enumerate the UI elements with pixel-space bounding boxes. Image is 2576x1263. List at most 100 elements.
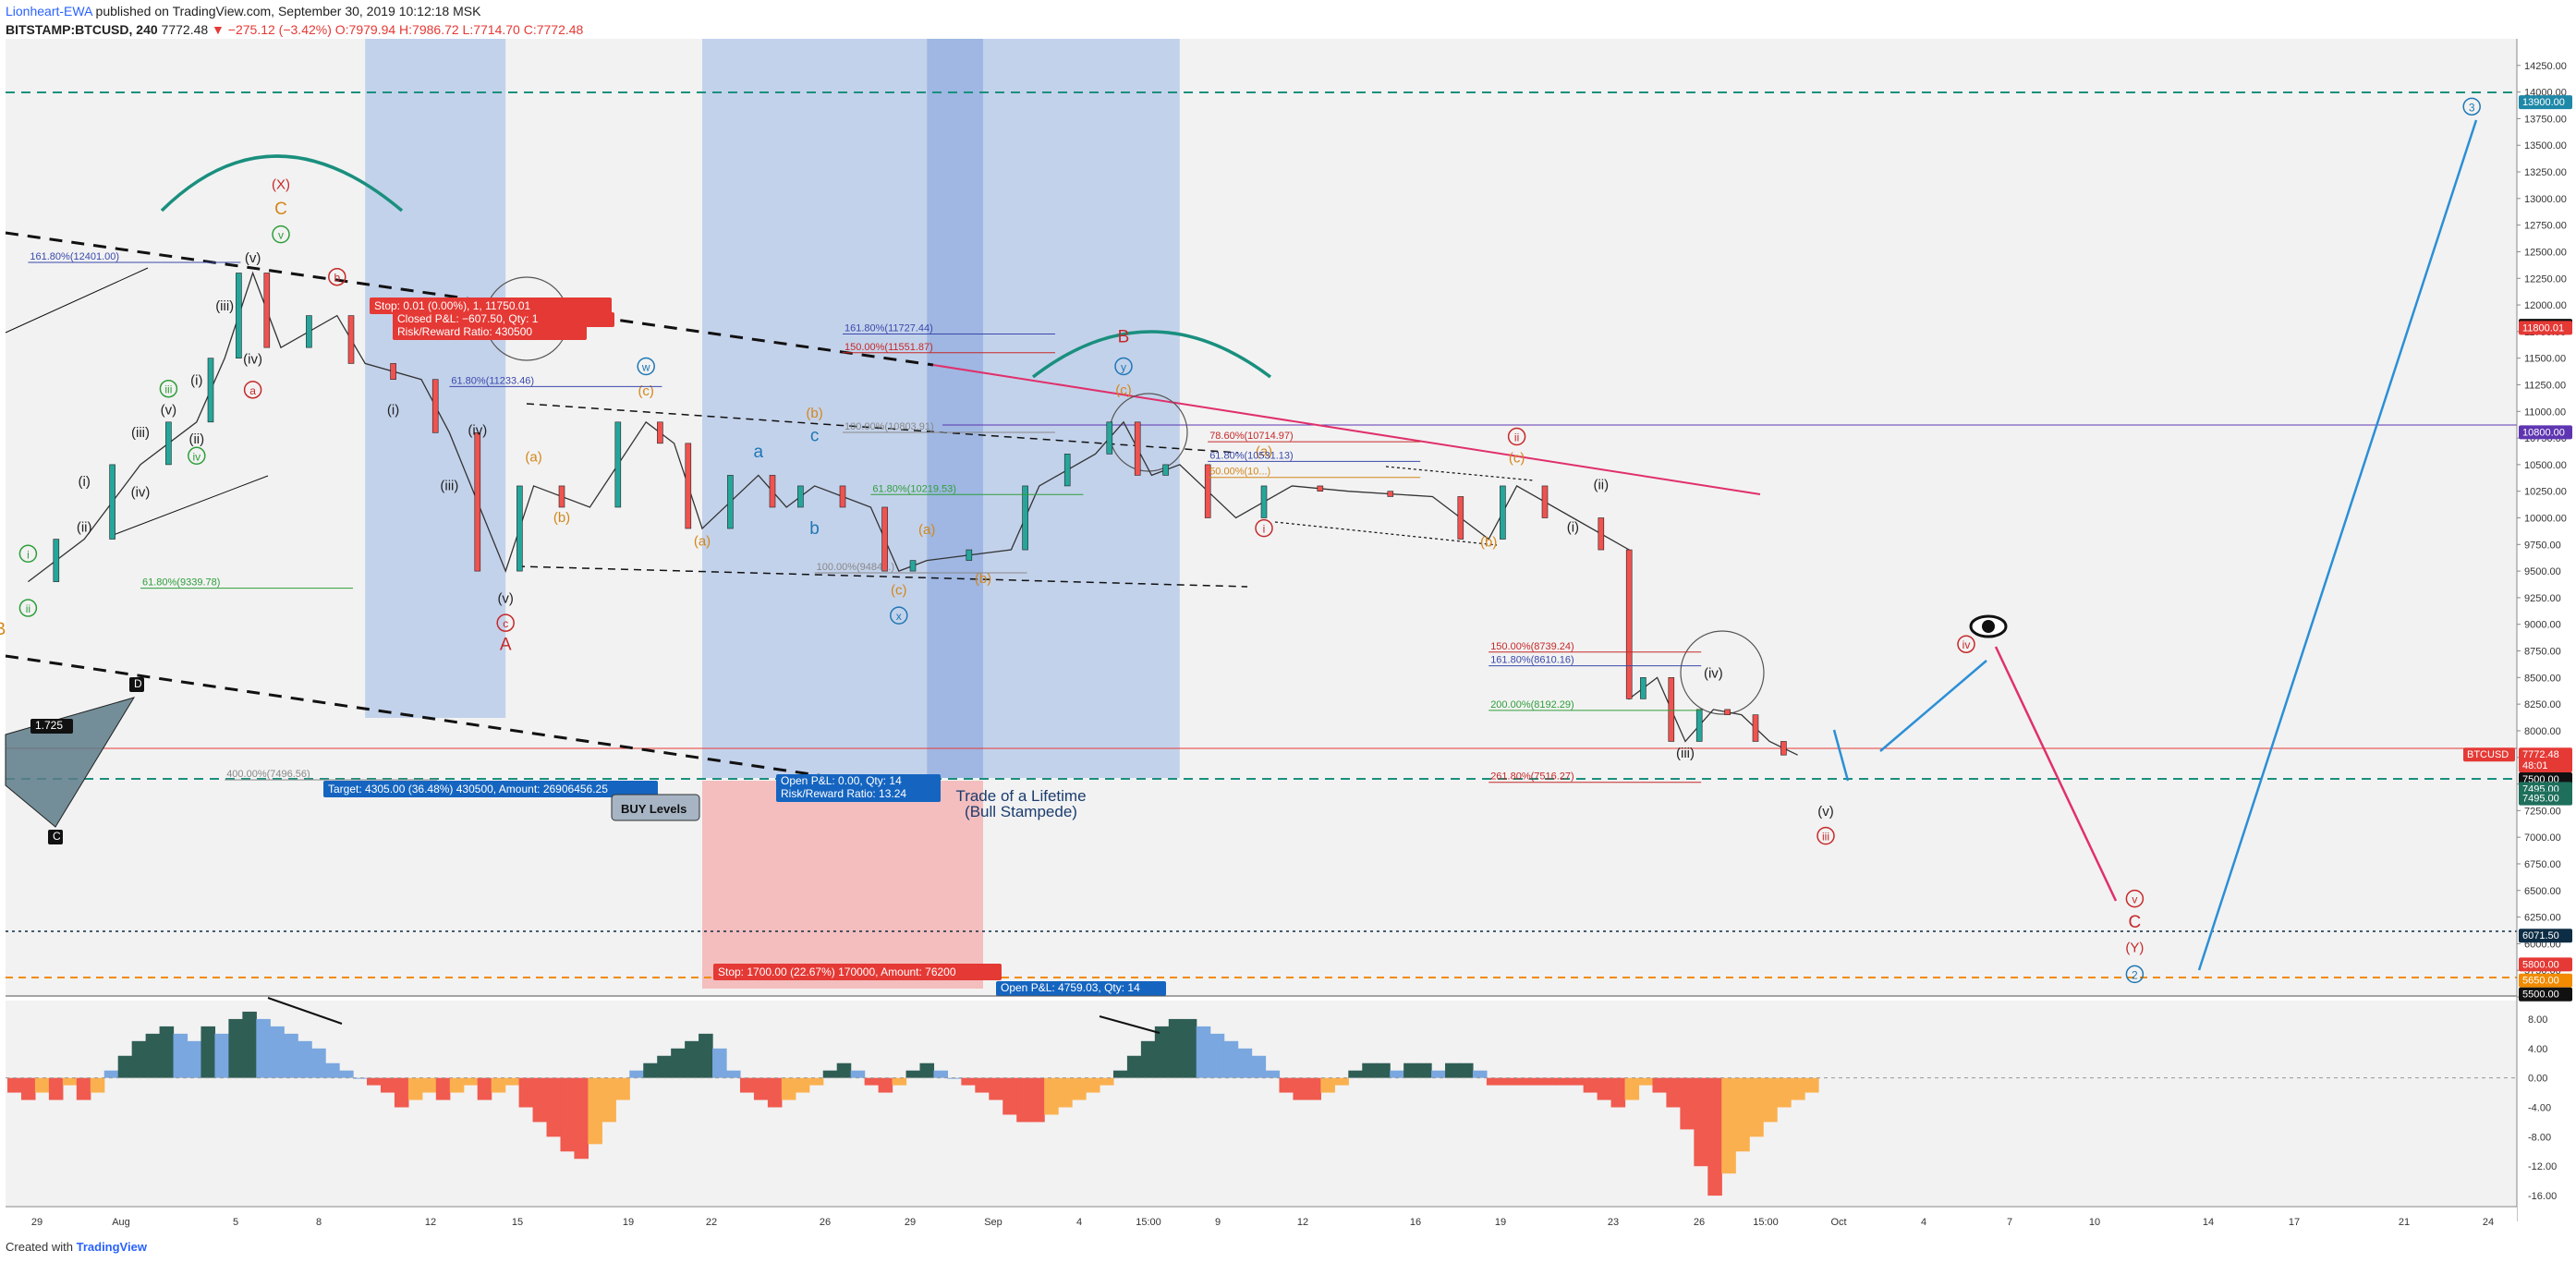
buy-zone-main [702,39,928,778]
svg-text:w: w [641,360,650,373]
macd-tick-label: -12.00 [2528,1161,2557,1172]
channel-bottom[interactable] [516,565,1248,588]
wave-label: c [496,613,515,632]
svg-text:(v): (v) [1817,804,1834,820]
footer: Created with TradingView [6,1240,147,1254]
point-c[interactable]: C [53,830,61,843]
open-pl-mid-tag[interactable]: Open P&L: 0.00, Qty: 14 [781,774,902,787]
target-tag[interactable]: Target: 4305.00 (36.48%) 430500, Amount:… [328,783,608,795]
macd-bar [173,1033,188,1078]
macd-bar [808,1077,824,1086]
y-tick-label: 7000.00 [2524,832,2561,844]
macd-bar [892,1077,907,1086]
open-value: O:7979.94 [334,22,396,37]
closed-pl-tag[interactable]: Closed P&L: −607.50, Qty: 1 [397,312,539,325]
candle [236,273,242,358]
published-text: published on TradingView.com, September … [95,4,481,18]
flat-top[interactable] [1385,466,1535,481]
rr-top-tag[interactable]: Risk/Reward Ratio: 430500 [397,325,532,338]
price-series [28,271,1798,756]
macd-bar [1334,1077,1349,1086]
macd-bar [187,1040,202,1078]
macd-bar [1431,1070,1446,1078]
candle [769,475,776,508]
stop-bottom-tag[interactable]: Stop: 1700.00 (22.67%) 170000, Amount: 7… [718,965,956,978]
macd-bar [919,1063,935,1078]
symbol-label[interactable]: BITSTAMP:BTCUSD, 240 [6,22,158,37]
fib-label: 400.00%(7496.56) [226,769,310,780]
y-tick-label: 6750.00 [2524,859,2561,870]
svg-text:(v): (v) [497,591,514,607]
x-tick-label: 15 [512,1217,523,1228]
y-tick-label: 6250.00 [2524,913,2561,924]
x-tick-label: 14 [2203,1217,2214,1228]
lower-trend-line[interactable] [5,654,888,787]
macd-bar [1044,1077,1059,1115]
macd-tick-label: 8.00 [2528,1014,2547,1026]
macd-bar [1472,1070,1488,1078]
macd-bar [1486,1077,1501,1086]
macd-tick-label: 0.00 [2528,1074,2547,1085]
y-tick-label: 11000.00 [2524,407,2566,418]
macd-bar [1777,1077,1792,1108]
x-tick-label: 5 [233,1217,238,1228]
macd-bar [1209,1033,1225,1078]
macd-bar [1251,1055,1267,1078]
candle [390,363,396,381]
y-tick-label: 12500.00 [2524,247,2567,258]
b-wave-resistance[interactable] [932,364,1761,495]
candle [1162,464,1169,476]
fib-label: 100.00%(10803.91) [844,421,934,432]
macd-bar [228,1018,243,1078]
macd-bar [532,1077,548,1123]
x-tick-label: 26 [1694,1217,1705,1228]
macd-bar [353,1077,368,1079]
flat-bottom[interactable] [1274,521,1498,546]
wave-label: (a) [694,533,711,549]
channel-top[interactable] [526,403,1239,454]
fib-label: 50.00%(10...) [1209,467,1270,478]
macd-bar [435,1077,451,1100]
macd-bar [1390,1070,1404,1078]
wave-label: (b) [553,510,570,526]
svg-text:C: C [274,200,287,219]
x-tick-label: 9 [1215,1217,1221,1228]
open-pl-bottom-tag[interactable]: Open P&L: 4759.03, Qty: 14 [1001,981,1140,994]
fib-label: 100.00%(9484...) [817,562,894,573]
wave-label: (i) [1567,519,1579,535]
macd-bar [131,1040,147,1078]
wave-label: (a) [525,449,541,465]
svg-text:a: a [249,384,256,397]
macd-bar [961,1077,976,1086]
x-tick-label: 17 [2289,1217,2300,1228]
upper-parallel[interactable] [5,267,149,334]
svg-text:B: B [0,620,6,639]
rr-mid-tag[interactable]: Risk/Reward Ratio: 13.24 [781,787,906,800]
wave-label: (iii) [131,425,150,441]
tradingview-logo[interactable]: TradingView [76,1240,147,1254]
macd-bar [1652,1077,1668,1093]
macd-bar [1569,1077,1585,1086]
lower-parallel[interactable] [110,475,269,537]
macd-bar [1376,1063,1391,1078]
author-link[interactable]: Lionheart-EWA [6,4,92,18]
macd-bar [477,1077,492,1100]
projection-to-v-small [1832,729,1850,782]
fib-label: 261.80%(7516.27) [1490,771,1574,783]
ratio-box[interactable]: 1.725 [35,719,63,732]
wave-label: (b) [975,571,991,587]
macd-bar [1707,1077,1722,1196]
macd-bar [1293,1077,1308,1100]
candle [1260,485,1268,518]
stop-tag[interactable]: Stop: 0.01 (0.00%), 1, 11750.01 [374,299,531,312]
svg-text:a: a [754,443,764,462]
x-tick-label: 10 [2089,1217,2100,1228]
y-tick-label: 11500.00 [2524,354,2566,365]
wave-label: (iii) [215,298,234,314]
x-tick-label: 23 [1608,1217,1619,1228]
point-d[interactable]: D [134,677,142,690]
macd-bar [1680,1077,1695,1130]
wave-label: (a) [918,522,935,538]
price-tag: 5650.00 [2522,976,2559,987]
